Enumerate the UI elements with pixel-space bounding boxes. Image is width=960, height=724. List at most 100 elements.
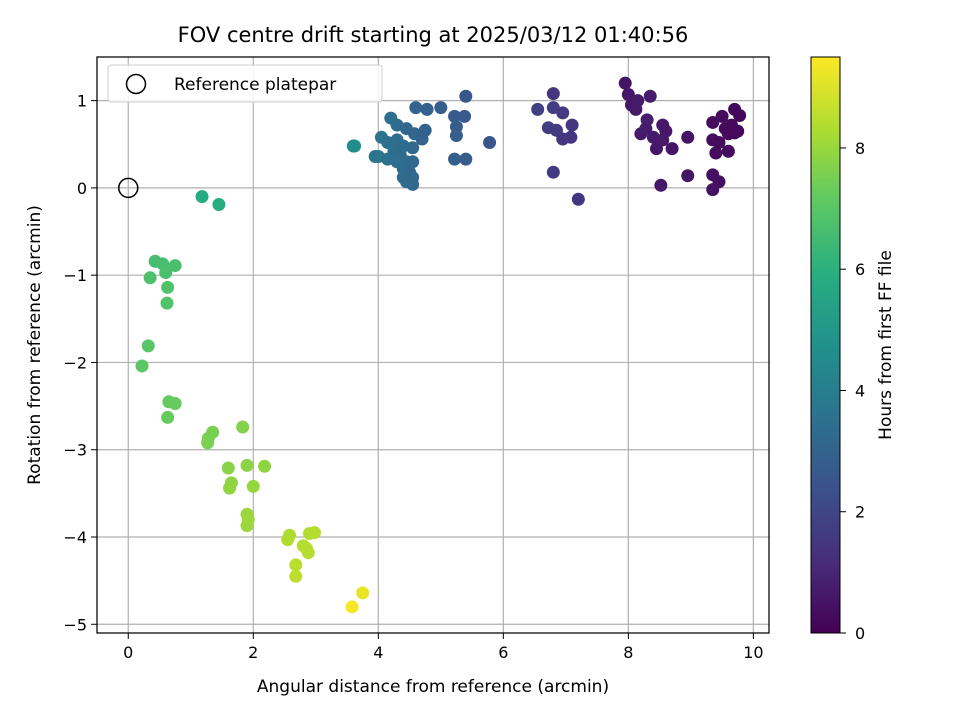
data-point <box>195 190 209 204</box>
data-point <box>409 101 423 115</box>
data-point <box>258 459 272 473</box>
data-point <box>212 197 226 211</box>
data-point <box>168 396 182 410</box>
data-point <box>654 178 668 192</box>
y-tick-label: −2 <box>63 353 87 372</box>
data-point <box>681 130 695 144</box>
colorbar-tick-label: 0 <box>855 624 865 643</box>
legend-label: Reference platepar <box>174 75 336 95</box>
data-point <box>728 126 742 140</box>
colorbar: 0 2 4 6 8 Hours from first FF file <box>810 56 896 643</box>
y-tick-label: −5 <box>63 615 87 634</box>
chart-title: FOV centre drift starting at 2025/03/12 … <box>178 23 689 47</box>
data-point <box>546 165 560 179</box>
data-point <box>448 152 462 166</box>
data-point <box>221 461 235 475</box>
y-tick-label: −3 <box>63 441 87 460</box>
data-point <box>246 479 260 493</box>
reference-marker <box>118 177 139 199</box>
data-point <box>161 410 175 424</box>
plot-frame <box>96 56 770 634</box>
data-point <box>143 271 157 285</box>
y-axis-label: Rotation from reference (arcmin) <box>25 205 45 485</box>
x-axis-label: Angular distance from reference (arcmin) <box>257 677 609 697</box>
data-point <box>420 102 434 116</box>
data-point <box>160 296 174 310</box>
data-point <box>681 169 695 183</box>
data-point <box>434 101 448 115</box>
data-point <box>240 519 254 533</box>
data-point <box>639 122 653 136</box>
colorbar-ticks: 0 2 4 6 8 <box>840 139 865 643</box>
x-tick-label: 2 <box>248 643 258 662</box>
data-point <box>448 109 462 123</box>
data-point <box>715 109 729 123</box>
data-point <box>345 600 359 614</box>
x-tick-label: 4 <box>373 643 383 662</box>
data-point <box>665 142 679 156</box>
data-point <box>733 108 747 122</box>
data-point <box>308 526 322 540</box>
data-point <box>159 266 173 280</box>
data-point <box>406 141 420 155</box>
data-point <box>556 106 570 120</box>
data-point <box>546 87 560 101</box>
y-tick-label: 0 <box>77 179 87 198</box>
colorbar-gradient <box>810 56 841 634</box>
y-tick-label: −4 <box>63 528 87 547</box>
colorbar-tick-label: 8 <box>855 139 865 158</box>
data-point <box>721 144 735 158</box>
data-point <box>281 533 295 547</box>
data-point <box>406 155 420 169</box>
data-point <box>289 569 303 583</box>
y-axis: 1 0 −1 −2 −3 −4 −5 <box>63 92 97 634</box>
data-point <box>459 152 473 166</box>
data-point <box>643 89 657 103</box>
data-point <box>629 102 643 116</box>
data-point <box>458 109 472 123</box>
colorbar-tick-label: 4 <box>855 381 865 400</box>
data-point <box>415 132 429 146</box>
x-tick-label: 8 <box>623 643 633 662</box>
colorbar-label: Hours from first FF file <box>876 250 896 440</box>
data-point <box>459 89 473 103</box>
data-point <box>223 481 237 495</box>
legend-marker <box>125 73 147 95</box>
data-point <box>709 146 723 160</box>
data-points <box>118 76 747 614</box>
data-point <box>706 183 720 197</box>
data-point <box>564 130 578 144</box>
data-point <box>135 359 149 373</box>
x-tick-label: 0 <box>123 643 133 662</box>
colorbar-tick-label: 2 <box>855 503 865 522</box>
data-point <box>449 129 463 143</box>
colorbar-tick-label: 6 <box>855 260 865 279</box>
data-point <box>618 76 632 90</box>
data-point <box>356 586 370 600</box>
data-point <box>301 546 315 560</box>
data-point <box>201 436 215 450</box>
data-point <box>240 458 254 472</box>
data-point <box>656 133 670 147</box>
data-point <box>348 139 362 153</box>
data-point <box>236 420 250 434</box>
x-tick-label: 10 <box>743 643 763 662</box>
data-point <box>406 177 420 191</box>
data-point <box>289 558 303 572</box>
legend-box <box>107 64 383 103</box>
data-point <box>168 259 182 273</box>
data-point <box>565 118 579 132</box>
legend: Reference platepar <box>107 64 383 103</box>
data-point <box>571 192 585 206</box>
data-point <box>161 280 175 294</box>
data-point <box>706 115 720 129</box>
y-tick-label: 1 <box>77 92 87 111</box>
data-point <box>483 136 497 150</box>
data-point <box>531 102 545 116</box>
data-point <box>141 339 155 353</box>
data-point <box>712 136 726 150</box>
data-point <box>621 88 635 102</box>
x-axis: 0 2 4 6 8 10 <box>123 633 764 662</box>
x-tick-label: 6 <box>498 643 508 662</box>
